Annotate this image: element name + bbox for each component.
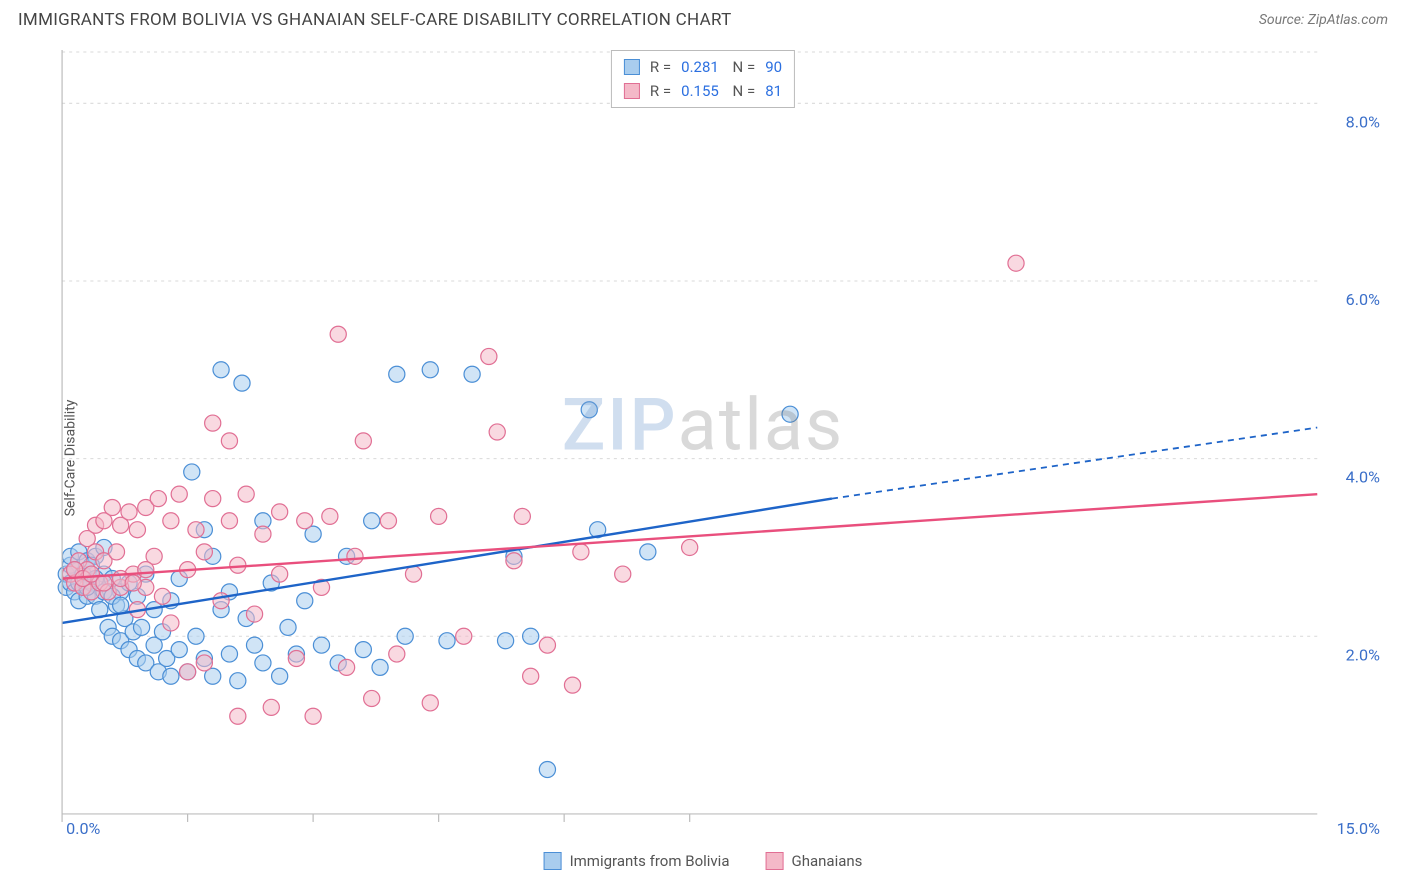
stats-legend-row: R = 0.281 N = 90 <box>624 55 782 79</box>
legend-item: Ghanaians <box>766 852 863 870</box>
correlation-chart: 2.0% 4.0% 6.0% 8.0% 0.0% 15.0% <box>54 44 1388 836</box>
stats-legend: R = 0.281 N = 90 R = 0.155 N = 81 <box>611 50 795 108</box>
stat-n-value: 90 <box>765 55 782 79</box>
svg-text:8.0%: 8.0% <box>1346 112 1380 131</box>
legend-swatch-icon <box>624 59 640 75</box>
legend-label: Immigrants from Bolivia <box>570 852 730 870</box>
legend-swatch-icon <box>766 852 784 870</box>
stat-r-value: 0.281 <box>681 55 719 79</box>
source-attribution: Source: ZipAtlas.com <box>1259 12 1388 28</box>
legend-swatch-icon <box>544 852 562 870</box>
stat-r-label: R = <box>650 55 671 79</box>
chart-container: Self-Care Disability 2.0%4.0%6.0%8.0% 0.… <box>18 44 1388 872</box>
stat-r-value: 0.155 <box>681 79 719 103</box>
series-legend: Immigrants from Bolivia Ghanaians <box>544 852 863 870</box>
stat-r-label: R = <box>650 79 671 103</box>
legend-label: Ghanaians <box>792 852 863 870</box>
legend-item: Immigrants from Bolivia <box>544 852 730 870</box>
svg-text:6.0%: 6.0% <box>1346 290 1380 309</box>
svg-text:0.0%: 0.0% <box>66 819 100 836</box>
stat-n-value: 81 <box>765 79 782 103</box>
page-title: IMMIGRANTS FROM BOLIVIA VS GHANAIAN SELF… <box>18 10 732 30</box>
svg-text:4.0%: 4.0% <box>1346 468 1380 487</box>
header-bar: IMMIGRANTS FROM BOLIVIA VS GHANAIAN SELF… <box>0 0 1406 36</box>
svg-text:15.0%: 15.0% <box>1337 819 1381 836</box>
stat-n-label: N = <box>729 55 755 79</box>
stats-legend-row: R = 0.155 N = 81 <box>624 79 782 103</box>
svg-text:2.0%: 2.0% <box>1346 645 1380 664</box>
legend-swatch-icon <box>624 83 640 99</box>
stat-n-label: N = <box>729 79 755 103</box>
